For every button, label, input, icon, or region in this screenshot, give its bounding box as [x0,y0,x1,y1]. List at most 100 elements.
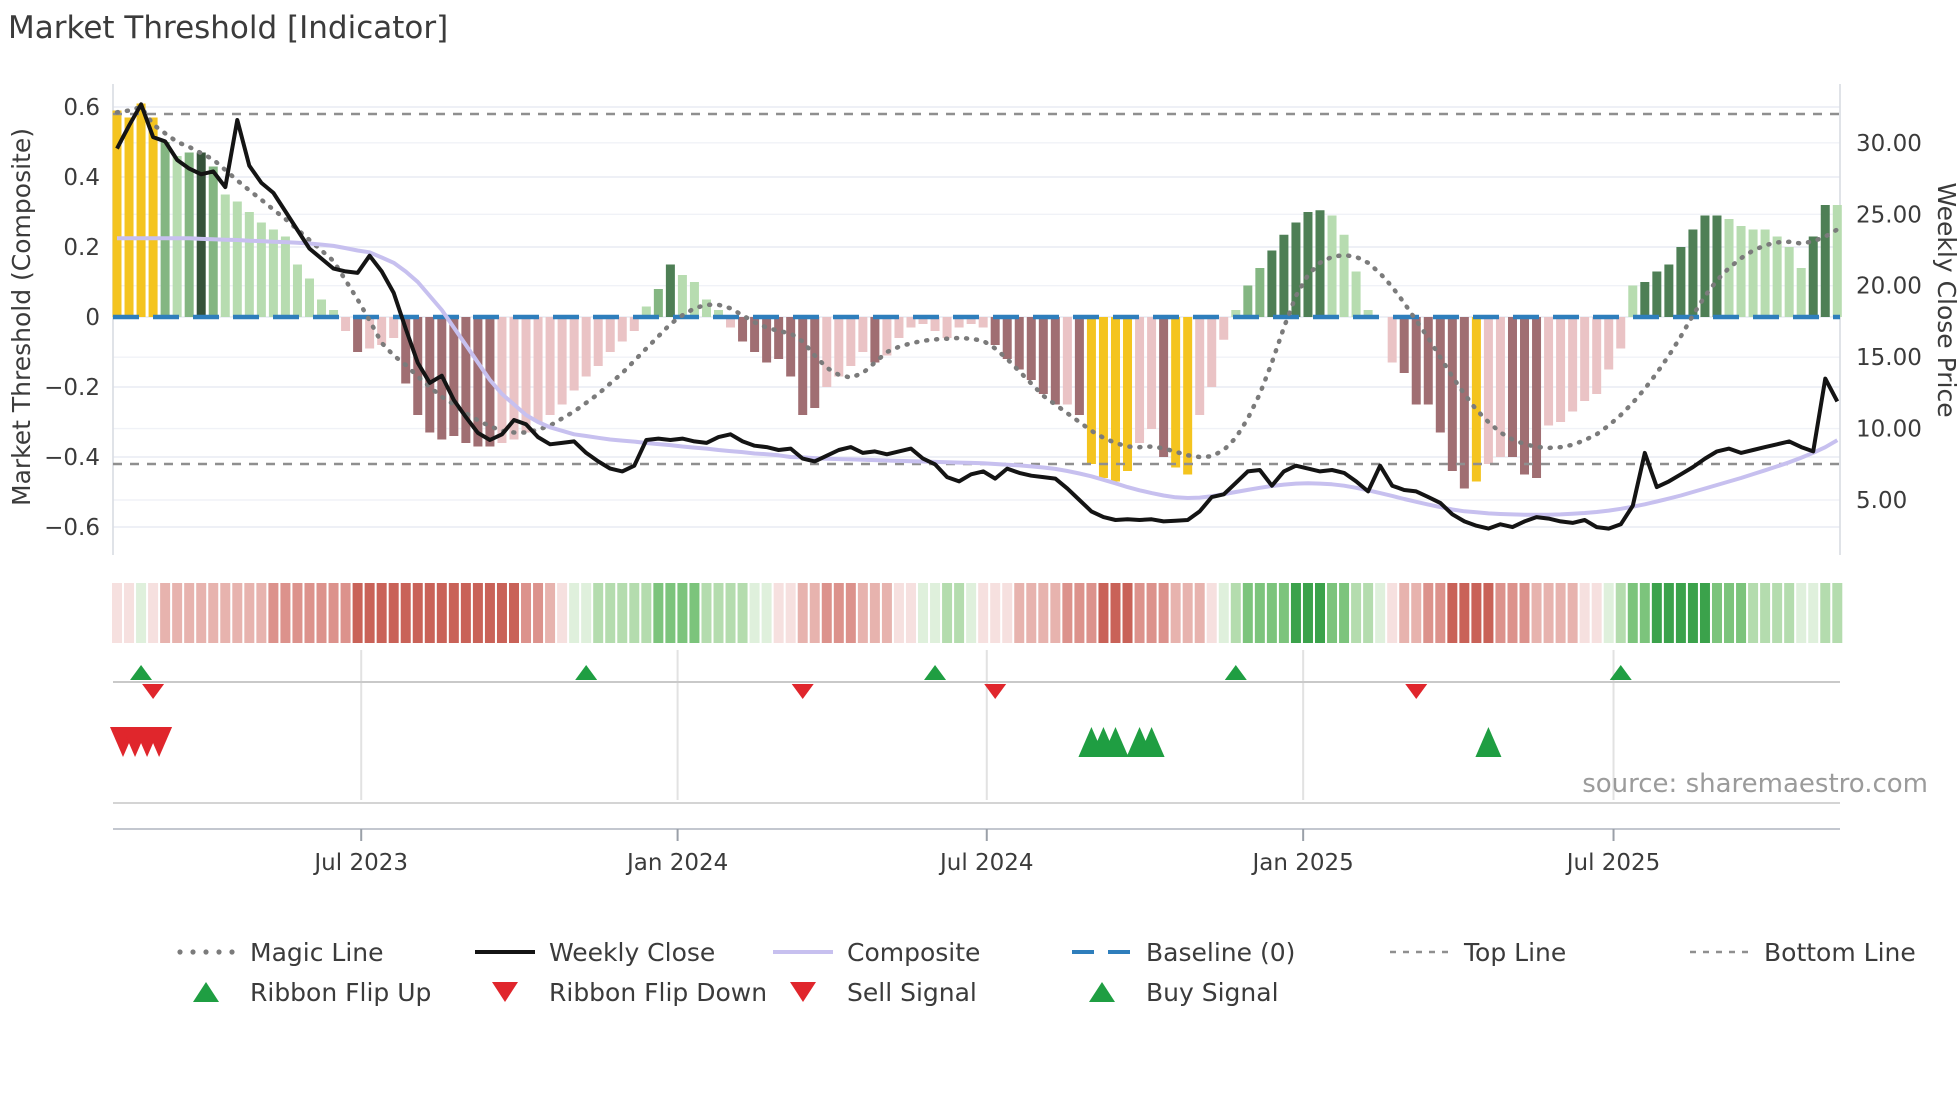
indicator-bar [1147,317,1157,429]
indicator-bar [1062,317,1072,405]
ribbon-cell [1687,583,1698,643]
indicator-bar [882,317,892,356]
indicator-bar [750,317,760,352]
ribbon-cell [1194,583,1205,643]
indicator-bar [942,317,952,338]
ribbon-cell [725,583,736,643]
ribbon-cell [713,583,724,643]
magic-line-swatch-icon [216,949,222,955]
ribbon-cell [508,583,519,643]
indicator-bar [1303,212,1313,317]
indicator-bar [124,117,134,317]
ribbon-cell [557,583,568,643]
indicator-bar [1423,317,1433,405]
gridlines [112,84,1841,555]
legend-item: Buy Signal [1089,978,1279,1007]
ribbon-cell [1339,583,1350,643]
indicator-bar [1459,317,1469,489]
indicator-bar [846,317,856,366]
ribbon-cell [978,583,989,643]
indicator-bar [569,317,579,391]
indicator-bar [184,152,194,317]
ribbon-cell [1567,583,1578,643]
indicator-bar [160,142,170,317]
indicator-bar [1002,317,1012,359]
indicator-bar [822,317,832,387]
ribbon-flip-up-marker [1609,665,1632,680]
indicator-bar [1832,205,1842,317]
indicator-bar [244,212,254,317]
ribbon-cell [1603,583,1614,643]
indicator-bar [1592,317,1602,394]
indicator-bar [1495,317,1505,457]
indicator-bar [341,317,351,331]
ribbon-cell [1772,583,1783,643]
composite-line [117,236,1839,517]
indicator-bar [870,317,880,363]
indicator-bar [798,317,808,415]
indicator-bar [677,275,687,317]
indicator-bar [1556,317,1566,422]
ribbon-cell [1435,583,1446,643]
ribbon-cell [893,583,904,643]
sell-signal-marker [146,727,173,757]
ribbon-cell [1002,583,1013,643]
ribbon-cell [1531,583,1542,643]
indicator-bar [1327,215,1337,317]
indicator-bar [136,103,146,317]
reference-lines [113,112,1840,466]
left-tick-label: −0.6 [44,515,100,541]
indicator-bar [1447,317,1457,471]
ribbon-cell [1134,583,1145,643]
ribbon-cell [1315,583,1325,643]
ribbon-cell [1675,583,1686,643]
ribbon-cell [1327,583,1338,643]
source-credit: source: sharemaestro.com [1582,769,1928,799]
ribbon-cell [857,583,868,643]
indicator-bar [1086,317,1096,464]
indicator-bar [1183,317,1193,475]
indicator-bar [930,317,940,331]
indicator-bar [112,110,122,317]
indicator-bar [1796,268,1806,317]
ribbon-cell [328,583,339,643]
indicator-bar [1784,247,1794,317]
ribbon-cell [1507,583,1518,643]
legend-item: Baseline (0) [1072,938,1295,967]
ribbon-cell [665,583,676,643]
indicator-bar [605,317,615,352]
ribbon-cell [545,583,556,643]
indicator-bar [894,317,904,338]
indicator-bar [196,152,206,317]
right-tick-label: 5.00 [1856,488,1907,514]
left-axis-title: Market Threshold (Composite) [7,128,36,506]
legend-item: Weekly Close [475,938,715,967]
signal-panel-guides [113,650,1840,841]
ribbon-cell [785,583,796,643]
indicator-bar [762,317,772,363]
indicator-bar [232,201,242,317]
right-tick-label: 20.00 [1856,274,1922,300]
ribbon-cell [1086,583,1097,643]
indicator-bar [1411,317,1421,405]
legend-item-label: Buy Signal [1146,978,1279,1007]
ribbon-flip-up-marker [1224,665,1247,680]
ribbon-cell [1158,583,1169,643]
indicator-bar [834,317,844,377]
indicator-bar [1050,317,1060,405]
ribbon-cell [208,583,219,643]
right-tick-label: 25.00 [1856,202,1922,228]
right-tick-label: 10.00 [1856,417,1922,443]
ribbon-cell [1579,583,1590,643]
indicator-bar [1507,317,1517,457]
indicator-bar [1483,317,1493,464]
ribbon-cell [761,583,772,643]
legend-item: Top Line [1390,938,1566,967]
indicator-bar [1279,234,1289,317]
indicator-bar [1628,285,1638,317]
right-tick-label: 30.00 [1856,131,1922,157]
left-tick-label: −0.4 [44,445,100,471]
legend-item-label: Ribbon Flip Down [549,978,767,1007]
ribbon-cell [1146,583,1157,643]
